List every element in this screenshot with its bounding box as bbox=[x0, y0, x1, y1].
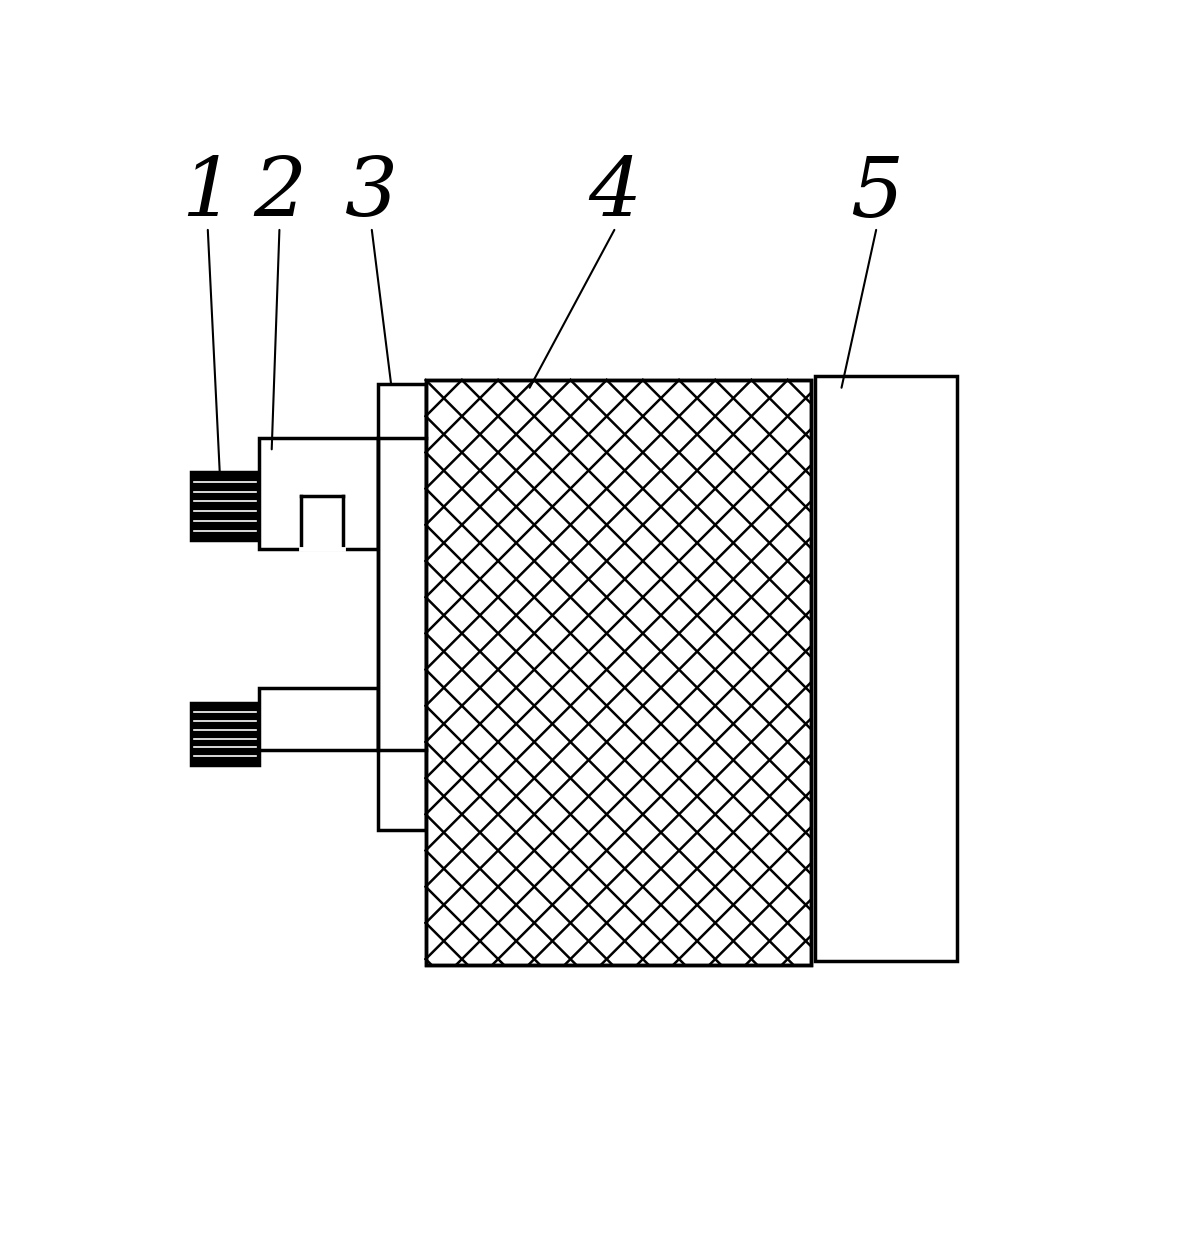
Text: 3: 3 bbox=[345, 154, 398, 233]
Bar bbox=[301, 496, 343, 549]
Text: 1: 1 bbox=[182, 154, 234, 233]
Bar bbox=[815, 376, 957, 961]
Bar bbox=[258, 688, 378, 750]
Text: 4: 4 bbox=[588, 154, 641, 233]
Bar bbox=[258, 437, 378, 549]
Text: 5: 5 bbox=[850, 154, 902, 233]
Text: 2: 2 bbox=[253, 154, 306, 233]
Bar bbox=[191, 703, 258, 765]
Bar bbox=[425, 380, 810, 965]
Bar bbox=[425, 380, 810, 965]
Bar bbox=[191, 472, 258, 540]
Bar bbox=[378, 384, 425, 831]
